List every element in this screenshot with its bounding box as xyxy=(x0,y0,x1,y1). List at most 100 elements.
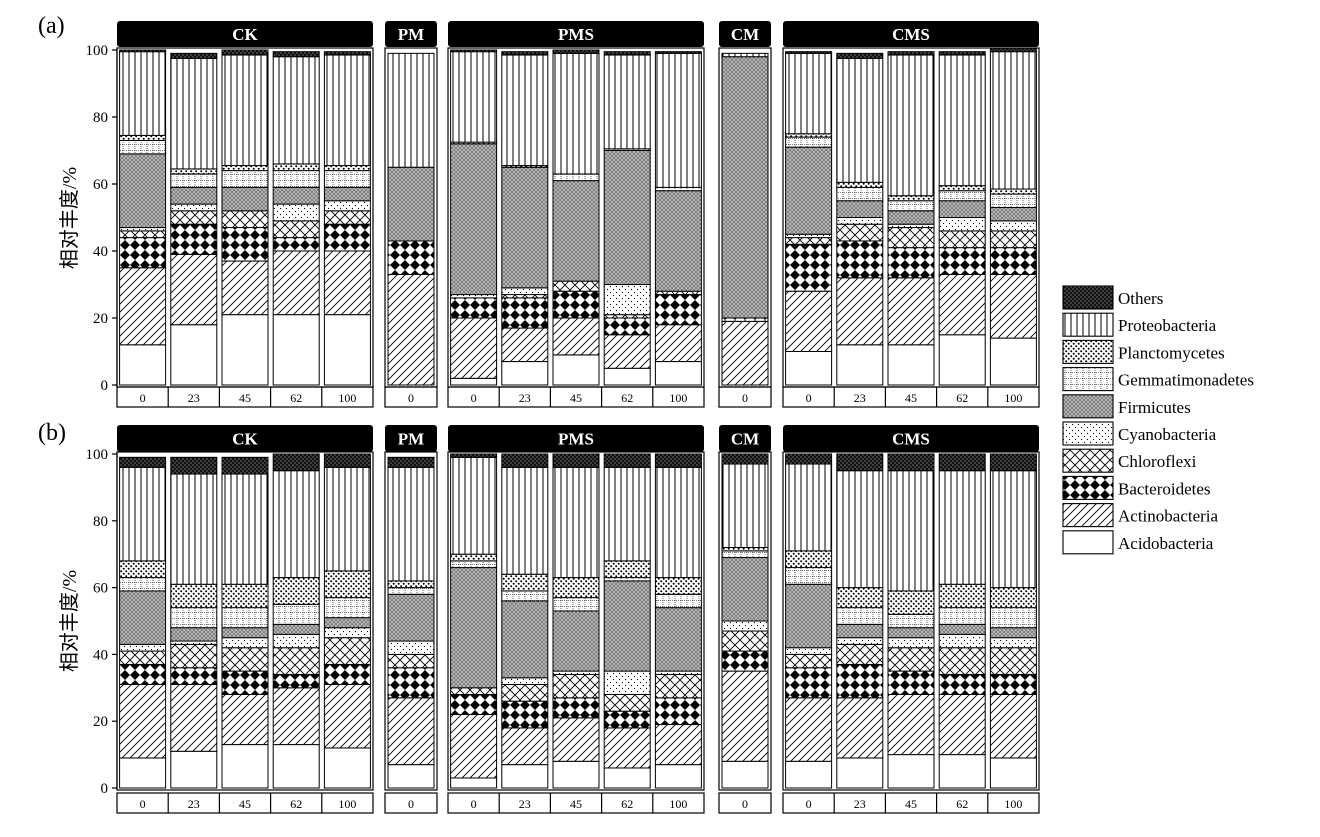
bar-segment-cyanobacteria xyxy=(785,233,833,239)
bar-segment-firmicutes xyxy=(501,166,549,289)
bar-segment-acidobacteria xyxy=(887,344,935,386)
legend-label: Proteobacteria xyxy=(1118,316,1217,335)
bar-segment-planctomycetes xyxy=(119,134,167,141)
bar xyxy=(938,51,986,386)
bar-segment-others xyxy=(721,453,769,465)
bar xyxy=(119,49,167,386)
x-tick-label: 100 xyxy=(338,797,356,811)
bar-segment-proteobacteria xyxy=(989,51,1037,190)
group-header xyxy=(117,425,373,452)
bar xyxy=(654,453,702,789)
bar-segment-chloroflexi xyxy=(552,673,600,699)
bar-segment-cyanobacteria xyxy=(938,217,986,232)
bar xyxy=(501,453,549,789)
x-tick-label: 100 xyxy=(669,391,687,405)
bar xyxy=(221,456,269,789)
legend-label: Acidobacteria xyxy=(1118,534,1214,553)
bar-segment-proteobacteria xyxy=(387,52,435,168)
bar-segment-acidobacteria xyxy=(654,361,702,386)
bar-segment-acidobacteria xyxy=(785,351,833,386)
bar-segment-others xyxy=(552,453,600,468)
bar-segment-firmicutes xyxy=(170,627,218,642)
category-axis-box xyxy=(384,386,438,408)
bar-segment-firmicutes xyxy=(221,186,269,212)
y-axis-a: 0 20 40 60 80 100 xyxy=(86,43,118,394)
x-tick-label: 62 xyxy=(956,391,968,405)
x-tick-label: 45 xyxy=(570,797,582,811)
bar-segment-proteobacteria xyxy=(221,54,269,167)
bar-segment-others xyxy=(552,49,600,54)
y-tick-label: 0 xyxy=(101,781,109,797)
bar-segment-chloroflexi xyxy=(501,683,549,702)
group-header-label: PM xyxy=(398,430,424,449)
bar xyxy=(323,51,371,386)
bar-segment-proteobacteria xyxy=(221,473,269,585)
bar-segment-planctomycetes xyxy=(170,583,218,609)
bar-segment-gemmatimonadetes xyxy=(552,597,600,612)
bar-segment-actinobacteria xyxy=(119,683,167,759)
bar-segment-actinobacteria xyxy=(323,250,371,316)
bar-segment-others xyxy=(887,453,935,472)
bar-segment-planctomycetes xyxy=(989,188,1037,195)
bar-segment-chloroflexi xyxy=(603,693,651,712)
bar-segment-planctomycetes xyxy=(272,163,320,172)
bar-segment-acidobacteria xyxy=(552,354,600,386)
bar-segment-chloroflexi xyxy=(654,673,702,699)
y-axis-title-b: 相对丰度/% xyxy=(58,570,81,672)
bar xyxy=(552,453,600,789)
x-tick-label: 0 xyxy=(408,391,414,405)
bar-segment-planctomycetes xyxy=(938,185,986,192)
x-tick-label: 0 xyxy=(140,391,146,405)
bar-segment-others xyxy=(654,51,702,54)
bar-segment-others xyxy=(887,51,935,56)
bar-segment-acidobacteria xyxy=(887,754,935,789)
bar-segment-others xyxy=(170,456,218,475)
bar-segment-firmicutes xyxy=(887,210,935,225)
bar-segment-proteobacteria xyxy=(272,56,320,165)
bar-segment-acidobacteria xyxy=(450,777,498,789)
bar-segment-others xyxy=(989,453,1037,472)
bar-segment-firmicutes xyxy=(221,627,269,639)
bar-segment-others xyxy=(323,51,371,56)
bar-segment-bacteroidetes xyxy=(989,247,1037,275)
bar-segment-gemmatimonadetes xyxy=(501,590,549,602)
category-axis-box xyxy=(116,386,374,408)
bar-segment-chloroflexi xyxy=(119,650,167,665)
bar-segment-others xyxy=(989,47,1037,53)
bar-segment-cyanobacteria xyxy=(501,287,549,296)
bar-segment-gemmatimonadetes xyxy=(221,607,269,629)
category-axis-box xyxy=(718,386,772,408)
bar-segment-acidobacteria xyxy=(552,760,600,789)
bar-segment-planctomycetes xyxy=(836,181,884,188)
group-frame xyxy=(384,451,438,791)
bar-segment-bacteroidetes xyxy=(387,667,435,699)
legend-label: Actinobacteria xyxy=(1118,507,1219,526)
bar-segment-planctomycetes xyxy=(603,560,651,579)
x-tick-label: 23 xyxy=(188,797,200,811)
bar-segment-planctomycetes xyxy=(450,553,498,562)
bar-segment-bacteroidetes xyxy=(887,670,935,695)
bar-segment-gemmatimonadetes xyxy=(450,560,498,569)
legend-item-cyanobacteria: Cyanobacteria xyxy=(1062,421,1217,446)
bar-segment-planctomycetes xyxy=(221,165,269,172)
bar-segment-bacteroidetes xyxy=(221,670,269,695)
bars-a: CK 0 23 45 62 100 PM 0 PMS 0 23 45 62 100 CM 0 CMS 0 23 45 6… xyxy=(116,21,1040,408)
bar-segment-bacteroidetes xyxy=(501,297,549,329)
bar-segment-acidobacteria xyxy=(938,334,986,386)
bar xyxy=(552,49,600,386)
bar-segment-bacteroidetes xyxy=(785,243,833,292)
bar-segment-actinobacteria xyxy=(552,317,600,356)
bar-segment-planctomycetes xyxy=(387,580,435,589)
group-header-label: CM xyxy=(731,25,759,44)
bar-segment-proteobacteria xyxy=(323,466,371,572)
bar-segment-acidobacteria xyxy=(119,344,167,386)
bar xyxy=(989,47,1037,386)
group-header-label: PM xyxy=(398,25,424,44)
bar-segment-proteobacteria xyxy=(836,470,884,589)
bar-segment-cyanobacteria xyxy=(887,637,935,649)
bar-segment-chloroflexi xyxy=(938,230,986,249)
bar-segment-firmicutes xyxy=(887,627,935,639)
group-pm: PM 0 xyxy=(384,21,438,408)
bar-segment-acidobacteria xyxy=(221,314,269,386)
